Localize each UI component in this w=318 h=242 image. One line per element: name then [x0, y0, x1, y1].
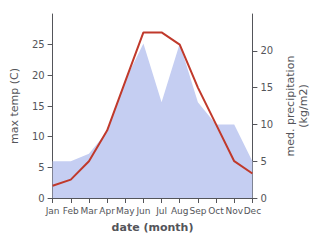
svg-text:Feb: Feb	[63, 206, 79, 216]
svg-text:max temp (C): max temp (C)	[8, 68, 21, 144]
svg-text:25: 25	[32, 39, 45, 50]
svg-text:Nov: Nov	[225, 206, 243, 216]
svg-text:Oct: Oct	[208, 206, 224, 216]
svg-text:20: 20	[260, 45, 273, 56]
svg-text:10: 10	[260, 119, 273, 130]
svg-text:0: 0	[260, 193, 266, 204]
svg-text:Apr: Apr	[99, 206, 115, 216]
svg-text:15: 15	[260, 82, 273, 93]
svg-text:5: 5	[260, 156, 266, 167]
svg-text:5: 5	[38, 162, 44, 173]
svg-text:Jul: Jul	[155, 206, 167, 216]
svg-text:10: 10	[32, 131, 45, 142]
svg-text:15: 15	[32, 101, 45, 112]
svg-text:May: May	[116, 206, 135, 216]
svg-text:Mar: Mar	[80, 206, 97, 216]
svg-text:Dec: Dec	[244, 206, 261, 216]
svg-text:med. precipitation: med. precipitation	[284, 56, 297, 157]
svg-text:Sep: Sep	[189, 206, 206, 216]
svg-text:date (month): date (month)	[112, 221, 194, 234]
svg-text:20: 20	[32, 70, 45, 81]
svg-text:Jan: Jan	[45, 206, 60, 216]
svg-text:Aug: Aug	[171, 206, 189, 216]
svg-text:(kg/m2): (kg/m2)	[297, 84, 310, 127]
svg-text:0: 0	[38, 193, 44, 204]
svg-text:Jun: Jun	[135, 206, 150, 216]
